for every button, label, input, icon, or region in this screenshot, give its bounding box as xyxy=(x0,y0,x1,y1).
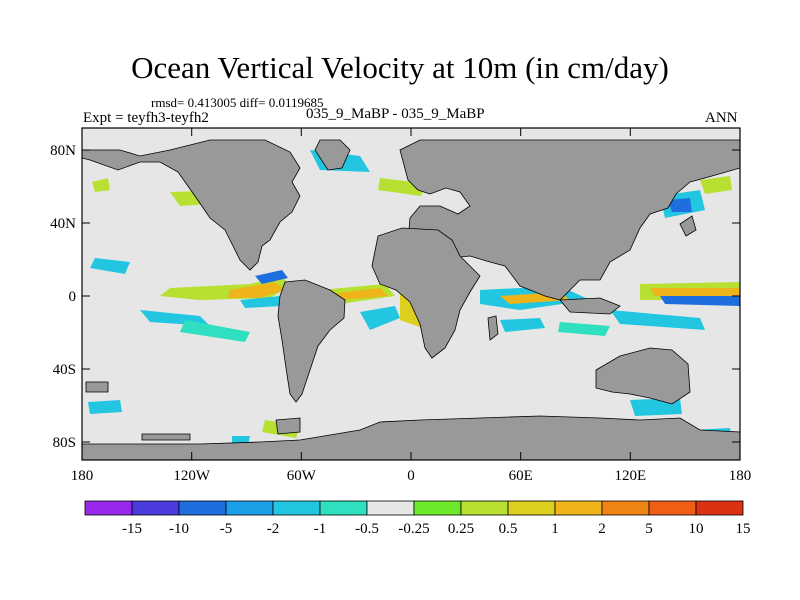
x-tick-180e: 180 xyxy=(729,468,752,484)
legend-label: 2 xyxy=(598,521,606,537)
legend-swatch xyxy=(695,500,744,516)
y-tick-labels: 80N 40N 0 40S 80S xyxy=(50,143,76,451)
land-masses xyxy=(81,139,741,461)
y-tick-40S: 40S xyxy=(53,362,76,378)
legend-label: 0.5 xyxy=(499,521,518,537)
legend-label: 0.25 xyxy=(448,521,474,537)
legend-label: -0.25 xyxy=(398,521,429,537)
y-tick-0: 0 xyxy=(69,289,77,305)
legend-swatch xyxy=(272,500,321,516)
land-greenland xyxy=(314,139,351,171)
x-tick-0: 0 xyxy=(407,468,415,484)
legend-swatch xyxy=(178,500,227,516)
legend-label: -10 xyxy=(169,521,189,537)
legend-label: 5 xyxy=(645,521,653,537)
y-tick-40N: 40N xyxy=(50,216,76,232)
land-australia xyxy=(595,347,691,405)
legend-swatch xyxy=(366,500,415,516)
land-africa xyxy=(371,227,481,359)
legend-swatch xyxy=(648,500,697,516)
experiment-label: Expt = teyfh3-teyfh2 xyxy=(83,110,209,126)
legend-label: -0.5 xyxy=(355,521,379,537)
legend-swatch xyxy=(319,500,368,516)
legend-label: 1 xyxy=(551,521,559,537)
land-japan xyxy=(679,215,697,237)
legend-label: -2 xyxy=(267,521,280,537)
land-madagascar xyxy=(487,315,499,341)
legend-swatch xyxy=(554,500,603,516)
land-island-south xyxy=(275,417,301,435)
stats-label: rmsd= 0.413005 diff= 0.0119685 xyxy=(151,95,324,110)
legend-swatch xyxy=(507,500,556,516)
x-tick-120w: 120W xyxy=(173,468,211,484)
x-tick-60e: 60E xyxy=(509,468,533,484)
legend-swatch xyxy=(413,500,462,516)
legend-label: -1 xyxy=(314,521,327,537)
land-island-shelf xyxy=(141,433,191,441)
legend-swatch xyxy=(84,500,133,516)
legend-swatch xyxy=(131,500,180,516)
y-axis xyxy=(82,149,740,443)
land-eurasia xyxy=(399,139,741,301)
x-tick-180w: 180 xyxy=(71,468,94,484)
legend-swatch xyxy=(225,500,274,516)
season-label: ANN xyxy=(705,110,738,126)
x-axis xyxy=(81,128,741,460)
legend-swatch xyxy=(601,500,650,516)
land-south-america xyxy=(277,279,346,403)
land-indonesia xyxy=(559,297,621,315)
x-tick-120e: 120E xyxy=(614,468,646,484)
legend-label: -15 xyxy=(122,521,142,537)
x-tick-60w: 60W xyxy=(287,468,317,484)
land-north-america xyxy=(81,139,301,271)
color-legend: -15 -10 -5 -2 -1 -0.5 -0.25 0.25 0.5 1 2 5 10 15 xyxy=(84,500,751,537)
y-tick-80S: 80S xyxy=(53,435,76,451)
y-tick-80N: 80N xyxy=(50,143,76,159)
legend-swatch xyxy=(460,500,509,516)
case-label: 035_9_MaBP - 035_9_MaBP xyxy=(306,106,485,122)
x-tick-labels: 180 120W 60W 0 60E 120E 180 xyxy=(71,468,752,484)
legend-label: 10 xyxy=(689,521,704,537)
legend-label: 15 xyxy=(736,521,751,537)
legend-label: -5 xyxy=(220,521,233,537)
land-island-west xyxy=(85,381,109,393)
map-title: Ocean Vertical Velocity at 10m (in cm/da… xyxy=(131,50,669,85)
